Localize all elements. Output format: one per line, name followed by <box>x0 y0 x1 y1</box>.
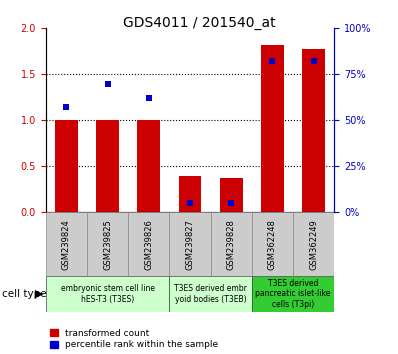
Point <box>104 81 111 86</box>
Bar <box>302 50 325 212</box>
Bar <box>170 212 211 276</box>
Text: embryonic stem cell line
hES-T3 (T3ES): embryonic stem cell line hES-T3 (T3ES) <box>60 284 154 303</box>
Text: GSM239825: GSM239825 <box>103 219 112 270</box>
Bar <box>46 212 87 276</box>
Bar <box>179 176 201 212</box>
Text: GSM239826: GSM239826 <box>144 219 153 270</box>
Bar <box>128 212 170 276</box>
Legend: transformed count, percentile rank within the sample: transformed count, percentile rank withi… <box>50 329 218 349</box>
Bar <box>87 212 128 276</box>
Bar <box>252 276 334 312</box>
Bar <box>252 212 293 276</box>
Text: GSM239824: GSM239824 <box>62 219 71 270</box>
Text: GSM362249: GSM362249 <box>309 219 318 270</box>
Bar <box>55 120 78 212</box>
Point <box>269 59 276 64</box>
Point <box>146 96 152 101</box>
Text: T3ES derived
pancreatic islet-like
cells (T3pi): T3ES derived pancreatic islet-like cells… <box>256 279 331 309</box>
Bar <box>170 276 252 312</box>
Bar <box>293 212 334 276</box>
Text: GSM239827: GSM239827 <box>185 219 195 270</box>
Text: GSM362248: GSM362248 <box>268 219 277 270</box>
Point <box>310 59 317 64</box>
Point <box>228 200 234 206</box>
Bar <box>220 178 243 212</box>
Point <box>187 200 193 206</box>
Bar <box>46 276 170 312</box>
Bar <box>137 120 160 212</box>
Text: GDS4011 / 201540_at: GDS4011 / 201540_at <box>123 16 275 30</box>
Bar <box>261 45 284 212</box>
Point <box>63 105 70 110</box>
Bar <box>211 212 252 276</box>
Bar <box>96 120 119 212</box>
Text: GSM239828: GSM239828 <box>227 219 236 270</box>
Text: T3ES derived embr
yoid bodies (T3EB): T3ES derived embr yoid bodies (T3EB) <box>174 284 247 303</box>
Text: ▶: ▶ <box>35 289 43 299</box>
Text: cell type: cell type <box>2 289 47 299</box>
